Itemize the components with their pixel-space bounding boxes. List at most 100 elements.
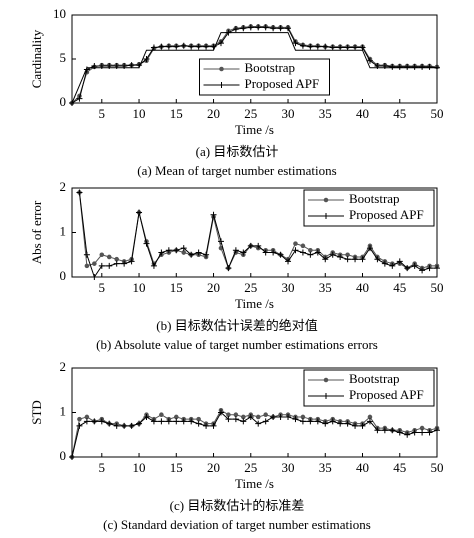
x-tick-label: 25: [244, 460, 257, 475]
y-axis-label: Abs of error: [29, 200, 44, 264]
marker: [241, 414, 246, 420]
marker: [344, 256, 351, 263]
marker: [329, 418, 336, 425]
marker: [255, 24, 262, 31]
x-tick-label: 10: [133, 106, 146, 121]
marker: [322, 43, 329, 50]
marker: [277, 251, 284, 258]
marker: [337, 420, 344, 427]
marker: [240, 25, 247, 32]
marker: [374, 256, 381, 263]
marker: [173, 43, 180, 50]
marker: [217, 40, 224, 47]
marker: [165, 418, 172, 425]
caption-cn: (a) 目标数估计: [196, 144, 279, 159]
marker: [411, 63, 418, 70]
marker: [150, 44, 157, 51]
series-line: [71, 409, 438, 458]
marker: [262, 24, 269, 31]
marker: [396, 63, 403, 70]
marker: [344, 44, 351, 51]
marker: [419, 429, 426, 436]
marker: [121, 260, 128, 267]
marker: [337, 44, 344, 51]
marker: [98, 262, 105, 269]
marker: [136, 209, 143, 216]
marker: [188, 251, 195, 258]
marker: [314, 43, 321, 50]
caption-cn: (b) 目标数估计误差的绝对值: [156, 318, 317, 333]
marker: [150, 262, 157, 269]
legend-label: Proposed APF: [349, 207, 424, 222]
marker: [426, 429, 433, 436]
x-tick-label: 5: [99, 460, 106, 475]
marker: [404, 265, 411, 272]
legend-label: Proposed APF: [349, 387, 424, 402]
x-tick-label: 20: [207, 106, 220, 121]
marker: [262, 249, 269, 256]
marker: [352, 44, 359, 51]
marker: [308, 248, 313, 253]
x-tick-label: 35: [319, 106, 332, 121]
marker: [270, 413, 277, 420]
x-tick-label: 10: [133, 280, 146, 295]
marker: [322, 420, 329, 427]
series-line: [71, 411, 438, 458]
marker: [389, 427, 396, 434]
marker: [159, 412, 164, 418]
marker: [292, 247, 299, 254]
caption-en: (c) Standard deviation of target number …: [103, 517, 371, 532]
marker: [381, 260, 388, 267]
x-tick-label: 45: [393, 280, 406, 295]
x-tick-label: 50: [431, 460, 444, 475]
x-tick-label: 5: [99, 106, 106, 121]
marker: [352, 422, 359, 429]
marker: [270, 25, 277, 32]
marker: [344, 420, 351, 427]
marker: [299, 249, 306, 256]
marker: [345, 252, 350, 258]
marker: [158, 43, 165, 50]
marker: [323, 377, 329, 383]
marker: [173, 418, 180, 425]
marker: [307, 418, 314, 425]
marker: [225, 416, 232, 423]
marker: [158, 418, 165, 425]
x-tick-label: 15: [170, 460, 183, 475]
x-tick-label: 50: [431, 280, 444, 295]
marker: [299, 42, 306, 49]
marker: [188, 418, 195, 425]
marker: [232, 26, 239, 33]
marker: [337, 253, 344, 260]
marker: [218, 82, 225, 88]
marker: [106, 262, 113, 269]
marker: [285, 25, 292, 32]
legend-label: Bootstrap: [349, 371, 400, 386]
x-tick-label: 30: [282, 280, 295, 295]
marker: [419, 425, 425, 431]
y-tick-label: 10: [53, 6, 66, 21]
marker: [285, 258, 292, 265]
marker: [419, 63, 426, 70]
marker: [247, 24, 254, 31]
marker: [367, 414, 373, 420]
marker: [77, 416, 82, 422]
marker: [173, 247, 180, 254]
marker: [91, 418, 98, 425]
x-tick-label: 5: [99, 280, 106, 295]
x-tick-label: 40: [356, 106, 369, 121]
x-tick-label: 35: [319, 460, 332, 475]
marker: [83, 418, 90, 425]
marker: [76, 189, 83, 196]
marker: [323, 197, 329, 203]
marker: [92, 261, 97, 266]
y-tick-label: 1: [60, 403, 67, 418]
marker: [359, 44, 366, 51]
marker: [263, 412, 268, 418]
marker: [352, 256, 359, 263]
x-tick-label: 20: [207, 280, 220, 295]
x-tick-label: 20: [207, 460, 220, 475]
marker: [128, 258, 135, 265]
marker: [76, 422, 83, 429]
